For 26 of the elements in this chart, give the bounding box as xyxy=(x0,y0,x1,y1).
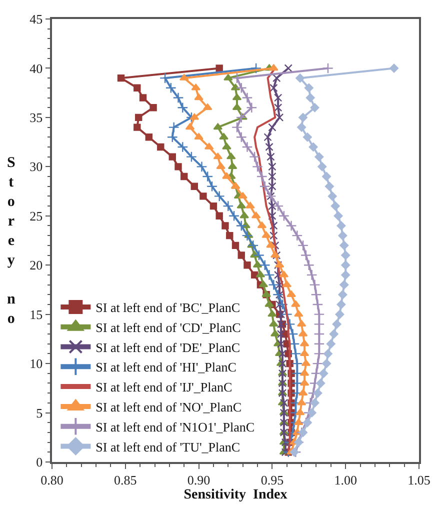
y-tick-label: 20 xyxy=(30,258,43,273)
x-tick-label: 0.90 xyxy=(187,472,210,488)
legend-label: SI at left end of 'BC'_PlanC xyxy=(96,300,240,316)
y-tick-label: 15 xyxy=(30,306,43,322)
legend-label: SI at left end of 'N1O1'_PlanC xyxy=(96,419,255,434)
y-tick-label: 40 xyxy=(30,60,43,76)
x-tick-label: 0.85 xyxy=(114,472,137,488)
x-axis-title: Sensitivity Index xyxy=(184,487,288,502)
legend-label: SI at left end of 'NO'_PlanC xyxy=(96,400,242,415)
x-tick-label: 0.95 xyxy=(260,472,284,488)
x-tick-label: 1.05 xyxy=(408,472,430,488)
x-tick-label: 0.80 xyxy=(40,472,64,488)
legend-label: SI at left end of 'HI'_PlanC xyxy=(96,360,236,375)
legend-label: SI at left end of 'IJ'_PlanC xyxy=(96,380,232,395)
y-tick-label: 0 xyxy=(36,454,43,470)
y-tick-label: 10 xyxy=(30,356,43,372)
legend-label: SI at left end of 'DE'_PlanC xyxy=(96,340,240,355)
y-tick-label: 30 xyxy=(30,159,43,174)
y-tick-label: 25 xyxy=(30,208,43,224)
y-tick-label: 5 xyxy=(36,405,43,420)
text: Storey no xyxy=(7,155,16,327)
x-tick-label: 1.00 xyxy=(334,472,357,488)
y-tick-label: 45 xyxy=(30,12,43,27)
legend-label: SI at left end of 'TU'_PlanC xyxy=(96,439,240,454)
legend-label: SI at left end of 'CD'_PlanC xyxy=(96,320,241,335)
y-tick-label: 35 xyxy=(30,110,43,125)
